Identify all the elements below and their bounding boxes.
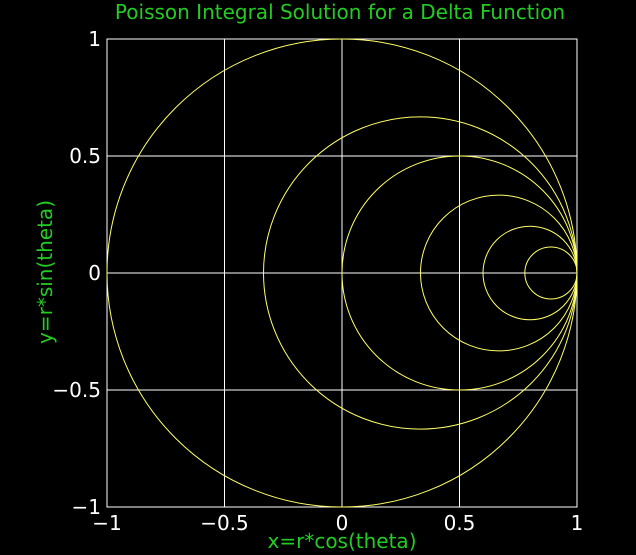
y-tick-label: 0 (88, 261, 101, 285)
chart-title: Poisson Integral Solution for a Delta Fu… (115, 0, 565, 24)
x-tick-label: −0.5 (200, 511, 249, 535)
y-tick-label: −0.5 (52, 378, 101, 402)
x-tick-label: 0.5 (444, 511, 476, 535)
x-tick-label: 0 (336, 511, 349, 535)
y-ticks: −1 −0.5 0 0.5 1 (52, 27, 101, 519)
x-ticks: −1 −0.5 0 0.5 1 (92, 511, 583, 535)
y-tick-label: 0.5 (69, 144, 101, 168)
y-tick-label: −1 (72, 495, 101, 519)
x-tick-label: −1 (92, 511, 121, 535)
curves (106, 38, 578, 508)
x-axis-label: x=r*cos(theta) (268, 529, 417, 553)
y-tick-label: 1 (88, 27, 101, 51)
level-curve-6 (524, 246, 578, 300)
y-axis-label: y=r*sin(theta) (33, 200, 57, 344)
x-tick-label: 1 (571, 511, 584, 535)
